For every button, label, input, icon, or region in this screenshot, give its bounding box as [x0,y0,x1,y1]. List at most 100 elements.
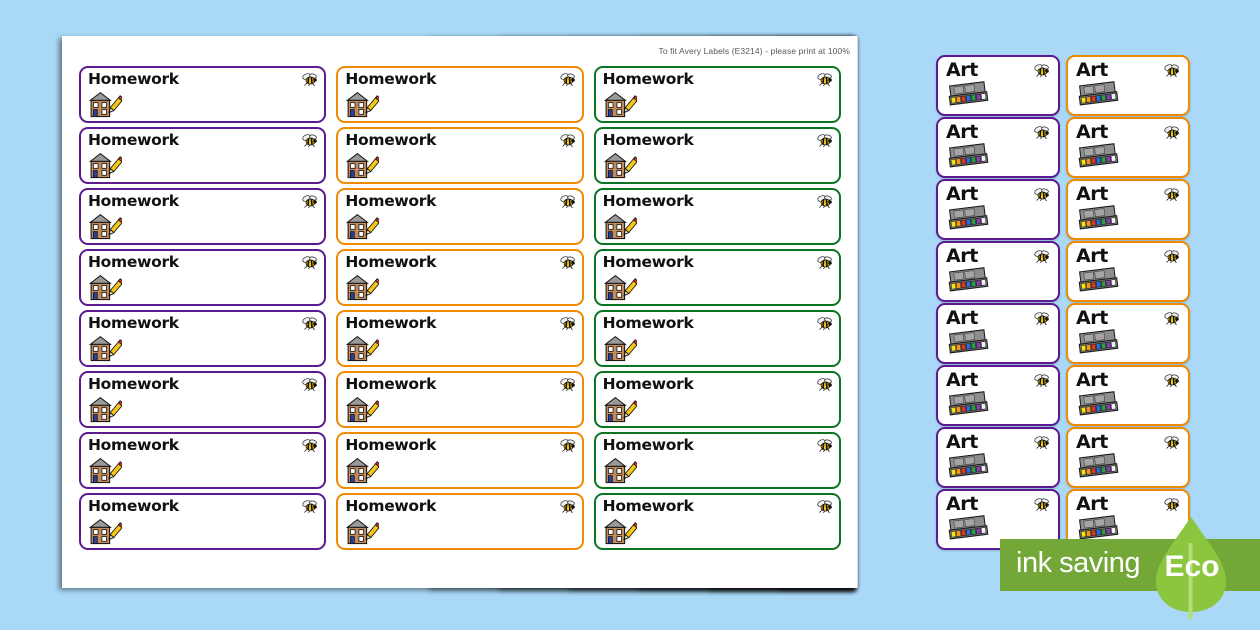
label-card[interactable]: Homework [593,127,841,184]
label-card[interactable]: Homework [336,127,584,184]
art-label-title: Art [946,307,978,329]
art-label-card[interactable]: Art [936,117,1060,178]
label-title: Homework [602,497,694,515]
label-card[interactable]: Homework [336,188,584,245]
house-with-pencil-icon [346,214,380,240]
art-label-card[interactable]: Art [1066,427,1190,488]
art-label-title: Art [1076,121,1108,143]
label-card[interactable]: Homework [79,371,327,428]
art-label-card[interactable]: Art [1066,117,1190,178]
bee-icon [1034,498,1049,511]
art-label-title: Art [1076,183,1108,205]
art-column: Art Art Art Art Art Art Art Art [1066,55,1190,551]
bee-icon [560,378,575,391]
bee-icon [817,317,832,330]
art-label-card[interactable]: Art [1066,179,1190,240]
label-title: Homework [602,192,694,210]
bee-icon [560,134,575,147]
bee-icon [817,500,832,513]
label-card[interactable]: Homework [593,310,841,367]
label-title: Homework [88,314,179,332]
paint-palette-icon [1078,453,1119,478]
house-with-pencil-icon [603,519,637,545]
art-label-card[interactable]: Art [936,427,1060,488]
label-card[interactable]: Homework [79,432,327,489]
label-card[interactable]: Homework [79,249,327,306]
house-with-pencil-icon [603,336,637,362]
bee-icon [1164,374,1179,387]
art-label-card[interactable]: Art [1066,303,1190,364]
print-note: To fit Avery Labels (E3214) - please pri… [658,46,850,56]
bee-icon [560,500,575,513]
bee-icon [817,256,832,269]
art-label-card[interactable]: Art [1066,241,1190,302]
bee-icon [817,439,832,452]
label-card[interactable]: Homework [79,188,327,245]
art-label-card[interactable]: Art [1066,489,1190,550]
bee-icon [817,195,832,208]
label-card[interactable]: Homework [79,127,327,184]
label-title: Homework [345,131,437,149]
art-label-title: Art [1076,369,1108,391]
art-label-title: Art [946,59,978,81]
art-label-card[interactable]: Art [936,241,1060,302]
label-card[interactable]: Homework [593,66,841,123]
label-title: Homework [345,192,437,210]
label-card[interactable]: Homework [593,432,841,489]
art-label-title: Art [946,183,978,205]
label-title: Homework [345,436,437,454]
label-card[interactable]: Homework [336,249,584,306]
paint-palette-icon [948,515,989,540]
art-label-card[interactable]: Art [936,55,1060,116]
art-label-panel: Art Art Art Art Art Art Art Art Art Art Art Art Art A… [936,55,1190,555]
art-label-title: Art [1076,59,1108,81]
paint-palette-icon [1078,205,1119,230]
label-card[interactable]: Homework [79,493,327,550]
bee-icon [560,195,575,208]
label-card[interactable]: Homework [336,493,584,550]
art-label-card[interactable]: Art [1066,365,1190,426]
label-card[interactable]: Homework [593,249,841,306]
label-title: Homework [88,375,179,393]
paint-palette-icon [948,143,989,168]
art-label-card[interactable]: Art [1066,55,1190,116]
label-card[interactable]: Homework [336,371,584,428]
bee-icon [1164,64,1179,77]
paint-palette-icon [948,81,989,106]
house-with-pencil-icon [88,214,122,240]
label-title: Homework [88,253,179,271]
house-with-pencil-icon [603,92,637,118]
art-label-card[interactable]: Art [936,179,1060,240]
sheet-stack: To fit Avery Labels (E3214) - please pri… [62,36,858,588]
label-title: Homework [602,375,694,393]
paint-palette-icon [948,267,989,292]
art-label-title: Art [1076,307,1108,329]
art-label-title: Art [946,493,978,515]
bee-icon [302,73,318,86]
paint-palette-icon [1078,515,1119,540]
label-title: Homework [602,253,694,271]
bee-icon [560,256,575,269]
paint-palette-icon [1078,267,1119,292]
bee-icon [1034,374,1049,387]
label-title: Homework [88,131,179,149]
bee-icon [302,317,318,330]
art-label-card[interactable]: Art [936,365,1060,426]
bee-icon [1164,126,1179,139]
label-card[interactable]: Homework [593,371,841,428]
house-with-pencil-icon [603,153,637,179]
label-card[interactable]: Homework [336,310,584,367]
label-card[interactable]: Homework [79,66,327,123]
label-title: Homework [88,192,179,210]
label-card[interactable]: Homework [79,310,327,367]
house-with-pencil-icon [346,275,380,301]
label-card[interactable]: Homework [593,188,841,245]
label-card[interactable]: Homework [336,66,584,123]
house-with-pencil-icon [603,214,637,240]
label-title: Homework [345,497,437,515]
paint-palette-icon [1078,329,1119,354]
label-card[interactable]: Homework [336,432,584,489]
label-card[interactable]: Homework [593,493,841,550]
art-label-card[interactable]: Art [936,303,1060,364]
art-label-card[interactable]: Art [936,489,1060,550]
